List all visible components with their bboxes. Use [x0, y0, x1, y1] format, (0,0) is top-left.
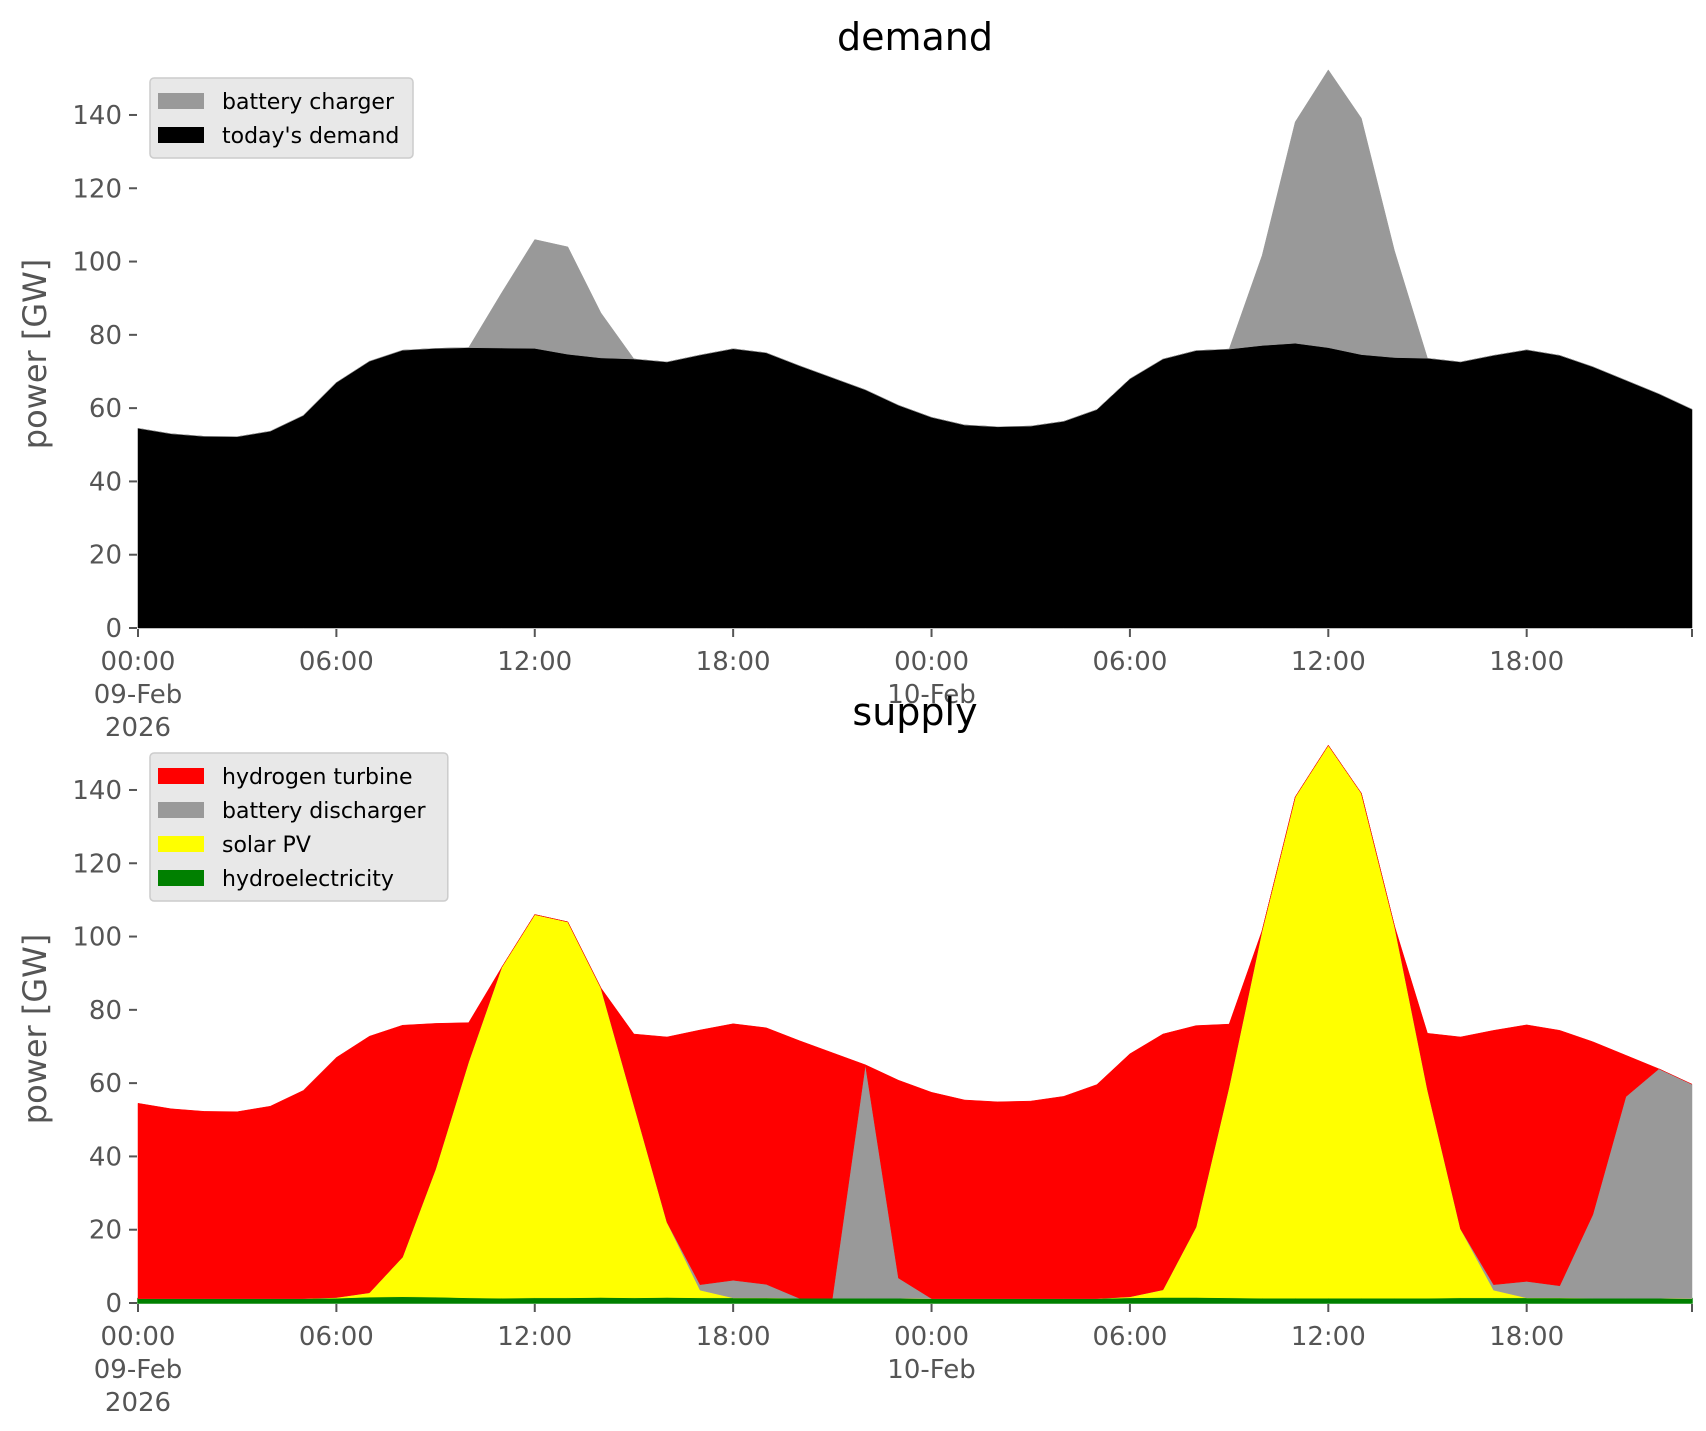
x-tick-label: 18:00	[696, 647, 771, 677]
x-tick-label: 10-Feb	[887, 680, 976, 710]
y-tick-label: 40	[89, 467, 122, 497]
legend-swatch-battery-discharger	[158, 802, 204, 818]
y-tick-label: 120	[72, 849, 122, 879]
legend: battery charger today's demand	[149, 77, 414, 159]
area-layers	[137, 69, 1693, 629]
y-tick-label: 140	[72, 101, 122, 131]
legend-label-hydroelectricity: hydroelectricity	[222, 867, 394, 892]
x-tick-label: 00:00	[101, 647, 176, 677]
x-tick-label: 12:00	[497, 647, 572, 677]
y-tick-label: 60	[89, 394, 122, 424]
x-tick-label: 00:00	[101, 1322, 176, 1352]
y-tick-label: 20	[89, 541, 122, 571]
x-tick-label: 00:00	[894, 1322, 969, 1352]
y-tick-label: 100	[72, 923, 122, 953]
y-axis: 0 20 40 60 80 100 120 140 power [GW]	[16, 776, 137, 1319]
area-today-s-demand	[137, 343, 1693, 629]
legend-label-today-s-demand: today's demand	[222, 124, 399, 149]
y-tick-label: 0	[105, 1289, 122, 1319]
y-axis: 0 20 40 60 80 100 120 140 power [GW]	[16, 101, 137, 644]
legend-box	[149, 752, 449, 902]
y-tick-label: 80	[89, 321, 122, 351]
x-tick-label: 12:00	[1291, 647, 1366, 677]
legend: hydrogen turbine battery discharger solar …	[149, 752, 449, 902]
legend-label-battery-charger: battery charger	[222, 90, 395, 115]
x-tick-label: 18:00	[696, 1322, 771, 1352]
y-tick-label: 60	[89, 1069, 122, 1099]
x-tick-label: 12:00	[1291, 1322, 1366, 1352]
x-tick-label: 09-Feb	[94, 680, 183, 710]
legend-label-solar-pv: solar PV	[222, 833, 311, 858]
y-tick-label: 120	[72, 174, 122, 204]
y-axis-label: power [GW]	[16, 934, 54, 1124]
legend-swatch-solar-pv	[158, 836, 204, 852]
x-tick-label: 06:00	[1092, 647, 1167, 677]
x-tick-label: 06:00	[299, 1322, 374, 1352]
legend-label-hydrogen-turbine: hydrogen turbine	[222, 765, 413, 790]
area-battery-charger	[137, 69, 1693, 437]
area-layers	[137, 744, 1693, 1304]
y-tick-label: 100	[72, 248, 122, 278]
x-tick-label: 00:00	[894, 647, 969, 677]
legend-box	[149, 77, 414, 159]
x-tick-label: 06:00	[299, 647, 374, 677]
x-tick-label: 2026	[105, 713, 171, 743]
y-tick-label: 40	[89, 1142, 122, 1172]
chart-title: demand	[837, 15, 993, 59]
x-tick-label: 2026	[105, 1388, 171, 1418]
legend-swatch-hydroelectricity	[158, 870, 204, 886]
legend-label-battery-discharger: battery discharger	[222, 799, 427, 824]
legend-swatch-battery-charger	[158, 93, 204, 109]
x-tick-label: 18:00	[1489, 647, 1564, 677]
x-tick-label: 10-Feb	[887, 1355, 976, 1385]
chart-title: supply	[852, 690, 977, 734]
area-hydrogen-turbine	[137, 744, 1693, 1299]
legend-swatch-today-s-demand	[158, 127, 204, 143]
legend-swatch-hydrogen-turbine	[158, 768, 204, 784]
y-axis-label: power [GW]	[16, 259, 54, 449]
x-tick-label: 09-Feb	[94, 1355, 183, 1385]
y-tick-label: 20	[89, 1216, 122, 1246]
y-tick-label: 80	[89, 996, 122, 1026]
x-tick-label: 12:00	[497, 1322, 572, 1352]
y-tick-label: 0	[105, 614, 122, 644]
y-tick-label: 140	[72, 776, 122, 806]
x-tick-label: 18:00	[1489, 1322, 1564, 1352]
x-tick-label: 06:00	[1092, 1322, 1167, 1352]
